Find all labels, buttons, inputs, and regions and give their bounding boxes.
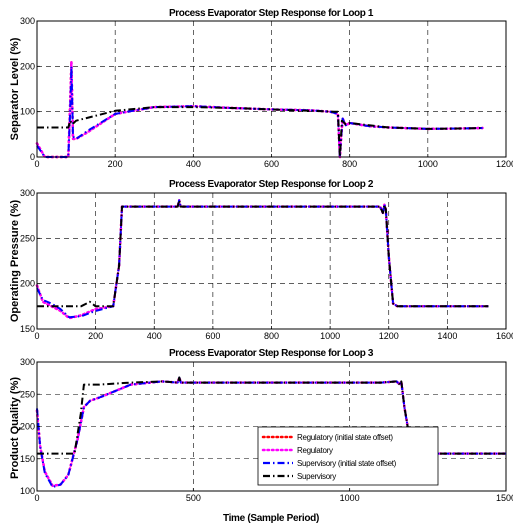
panel-3-series-line-2 (36, 376, 506, 489)
panel-3-series-line-3 (37, 376, 506, 455)
panel-2-ytick-label: 250 (20, 233, 35, 243)
panel-3-xtick-label: 500 (186, 493, 201, 503)
panel-1-xtick-label: 1200 (496, 159, 513, 169)
panel-1-grid (37, 21, 506, 157)
panel-2-series (35, 199, 490, 320)
panel-loop-1: Process Evaporator Step Response for Loo… (9, 8, 513, 169)
panel-2-xtick-label: 1200 (379, 331, 399, 341)
panel-2-ytick-label: 150 (20, 324, 35, 334)
panel-2-ticks: 0 200 400 600 800 1000 1200 1400 1600 150 200 250 30… (20, 188, 513, 341)
panel-3-ytick-label: 100 (20, 486, 35, 496)
panel-3-xlabel: Time (Sample Period) (223, 513, 319, 524)
panel-1-ticks: 0 200 400 600 800 1000 1200 0 100 200 300 (20, 16, 513, 169)
panel-3-title: Process Evaporator Step Response for Loo… (169, 348, 374, 359)
panel-1-xtick-label: 1000 (418, 159, 438, 169)
panel-3-series (35, 376, 508, 489)
panel-1-xtick-label: 200 (108, 159, 123, 169)
panel-2-series-line-3 (37, 199, 489, 308)
legend-label-supervisory: Supervisory (297, 472, 336, 481)
panel-3-ticks: 0 500 1000 1500 100 150 200 250 300 (20, 357, 513, 503)
panel-3-xtick-label: 1000 (340, 493, 360, 503)
panel-1-ytick-label: 0 (30, 152, 35, 162)
legend: Regulatory (initial state offset) Regula… (257, 426, 439, 486)
legend-entry-supervisory-offset: Supervisory (initial state offset) (263, 459, 397, 468)
panel-2-xtick-label: 0 (34, 331, 39, 341)
panel-3-ytick-label: 300 (20, 357, 35, 367)
panel-1-xtick-label: 0 (34, 159, 39, 169)
panel-2-xtick-label: 1400 (437, 331, 457, 341)
panel-loop-2: Process Evaporator Step Response for Loo… (9, 179, 513, 341)
panel-1-ytick-label: 300 (20, 16, 35, 26)
panel-2-ytick-label: 200 (20, 279, 35, 289)
panel-1-xtick-label: 400 (186, 159, 201, 169)
panel-3-xtick-label: 1500 (496, 493, 513, 503)
panel-1-series (35, 60, 484, 159)
legend-label-regulatory-offset: Regulatory (initial state offset) (297, 433, 393, 442)
legend-label-regulatory: Regulatory (297, 446, 333, 455)
panel-3-xtick-label: 0 (34, 493, 39, 503)
panel-1-title: Process Evaporator Step Response for Loo… (169, 8, 374, 19)
panel-2-xtick-label: 800 (264, 331, 279, 341)
panel-1-xtick-label: 800 (342, 159, 357, 169)
panel-3-ylabel: Product Quality (%) (9, 377, 21, 479)
legend-entry-supervisory: Supervisory (263, 472, 337, 481)
panel-2-xtick-label: 1600 (496, 331, 513, 341)
panel-2-xtick-label: 400 (147, 331, 162, 341)
panel-3-ytick-label: 200 (20, 422, 35, 432)
panel-1-ytick-label: 100 (20, 107, 35, 117)
panel-2-title: Process Evaporator Step Response for Loo… (169, 179, 374, 190)
legend-entry-regulatory-offset: Regulatory (initial state offset) (261, 433, 394, 442)
panel-2-xtick-label: 200 (88, 331, 103, 341)
panel-3-ytick-label: 150 (20, 454, 35, 464)
panel-2-xtick-label: 600 (205, 331, 220, 341)
panel-2-xtick-label: 1000 (320, 331, 340, 341)
panel-1-xtick-label: 600 (264, 159, 279, 169)
panel-1-ytick-label: 200 (20, 61, 35, 71)
panel-3-ytick-label: 250 (20, 389, 35, 399)
panel-loop-3: Process Evaporator Step Response for Loo… (9, 348, 513, 524)
panel-1-ylabel: Separator Level (%) (9, 37, 21, 140)
panel-2-ylabel: Operating Pressure (%) (9, 200, 21, 323)
legend-entry-regulatory: Regulatory (261, 446, 333, 455)
legend-label-supervisory-offset: Supervisory (initial state offset) (297, 459, 397, 468)
panel-2-ytick-label: 300 (20, 188, 35, 198)
